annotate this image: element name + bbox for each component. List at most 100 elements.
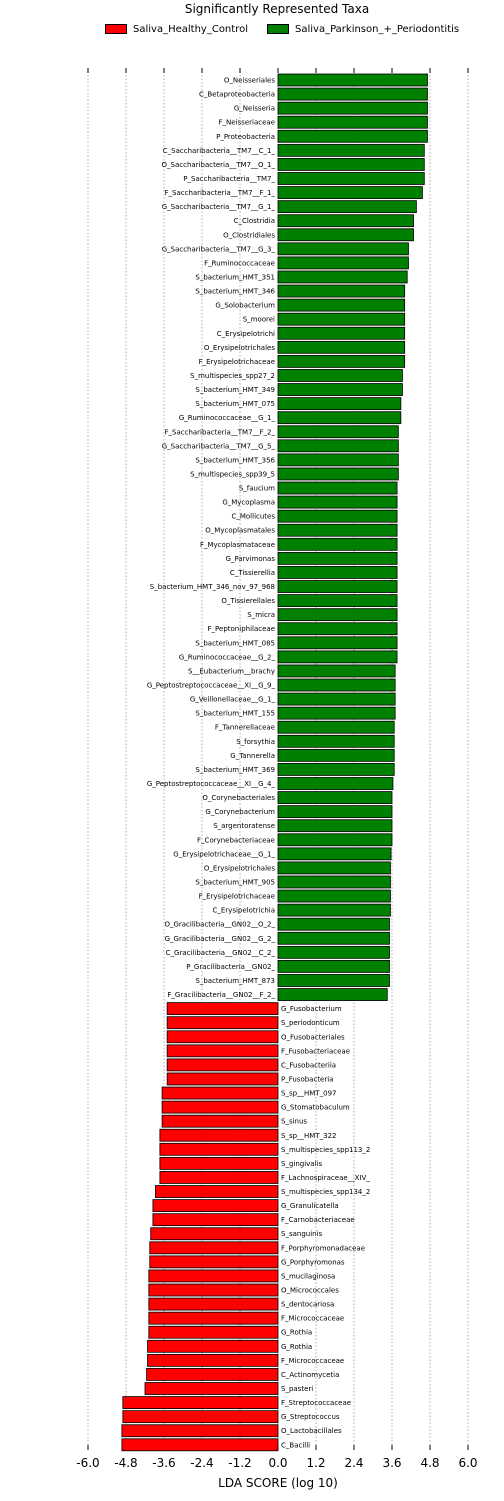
bar — [277, 495, 398, 509]
bar — [277, 537, 398, 551]
bar-label: S_multispecies_spp113_2 — [281, 1146, 370, 1154]
bar-label: S_bacterium_HMT_356 — [195, 456, 275, 464]
bar — [277, 453, 399, 467]
bar — [277, 73, 428, 87]
bar-label: G_Saccharibacteria__TM7__G_5_ — [162, 442, 276, 450]
bar-label: G_Fusobacterium — [281, 1005, 342, 1013]
x-tick-label: -2.4 — [190, 1456, 213, 1470]
bar-label: S_sp__HMT_322 — [281, 1132, 336, 1140]
bar — [277, 847, 392, 861]
bar — [146, 1368, 279, 1381]
bar — [277, 298, 406, 312]
bar — [277, 974, 390, 987]
bar — [277, 931, 390, 945]
bar — [277, 791, 393, 804]
bar — [277, 228, 414, 242]
bar-label: C_Tissierellia — [230, 569, 275, 577]
legend-swatch-red — [105, 24, 127, 34]
bar — [166, 1016, 279, 1030]
bar-label: S_bacterium_HMT_075 — [195, 400, 275, 408]
bar-label: F_Porphyromonadaceae — [281, 1244, 365, 1252]
bar — [277, 143, 425, 157]
bar-label: G_Peptostreptococcaceae__XI__G_9_ — [147, 682, 276, 690]
bar-label: F_Peptoniphilaceae — [208, 625, 275, 633]
bar-label: S_pasteri — [281, 1385, 313, 1393]
bar — [161, 1086, 279, 1100]
x-tick-label: -4.8 — [114, 1456, 137, 1470]
bar-label: C_Betaproteobacteria — [199, 91, 275, 99]
bar — [152, 1199, 279, 1212]
bar-label: F_Tannerellaceae — [215, 724, 275, 732]
bar-label: G_Porphyromonas — [281, 1258, 345, 1266]
bar-label: O_Saccharibacteria__TM7__O_1_ — [162, 161, 276, 169]
bar-label: S_sanguinis — [281, 1230, 323, 1238]
x-tick-label: -1.2 — [228, 1456, 251, 1470]
bar — [277, 467, 399, 481]
bar — [277, 397, 402, 411]
bar — [159, 1156, 279, 1170]
bar-label: O_Gracilibacteria__GN02__O_2_ — [164, 921, 275, 929]
bar-label: C_Bacilli — [281, 1441, 310, 1449]
bar-label: S_faucium — [239, 485, 275, 493]
x-tick-label: 2.4 — [344, 1456, 363, 1470]
bar-label: O_Lactobacillales — [281, 1427, 342, 1435]
bar — [277, 129, 428, 143]
bar-label: F_Erysipelotrichaceae — [199, 893, 275, 901]
bar-label: C_Saccharibacteria__TM7__C_1_ — [163, 147, 276, 155]
x-tick-label: 4.8 — [420, 1456, 439, 1470]
bar — [277, 580, 398, 593]
bar — [148, 1325, 279, 1339]
bar-label: S_moorei — [243, 316, 275, 324]
bar-label: O_Erysipelotrichales — [204, 864, 275, 872]
bar — [277, 158, 425, 171]
bar-label: F_Streptococcaceae — [281, 1399, 351, 1407]
bar — [122, 1410, 279, 1424]
bar — [277, 551, 398, 565]
bar — [277, 889, 391, 903]
bar-label: G_Parvimonas — [225, 555, 275, 563]
bar-label: G_Mycoplasma — [222, 499, 275, 507]
x-tick-label: -6.0 — [76, 1456, 99, 1470]
bar — [150, 1227, 279, 1241]
bar-label: S_multispecies_spp27_2 — [190, 372, 275, 380]
bar-label: S_bacterium_HMT_873 — [195, 977, 275, 985]
bar-label: S_multispecies_spp39_5 — [190, 470, 275, 478]
bar — [148, 1311, 279, 1325]
bar-label: G_Streptococcus — [281, 1413, 340, 1421]
bar-label: S_bacterium_HMT_085 — [195, 639, 275, 647]
bar-label: O_Clostridiales — [223, 231, 275, 239]
bar — [277, 833, 393, 847]
bar-label: G_Neisseria — [234, 105, 275, 113]
bar — [277, 608, 398, 622]
bar — [277, 650, 398, 664]
bar — [277, 875, 391, 889]
bar-label: F_Ruminococcaceae — [204, 259, 275, 267]
bar-label: S_gingivalis — [281, 1160, 322, 1168]
bar — [277, 284, 406, 298]
bar — [277, 805, 393, 819]
legend-item-parkinson-periodontitis: Saliva_Parkinson_+_Periodontitis — [267, 24, 459, 35]
bar — [277, 481, 398, 495]
legend-item-healthy-control: Saliva_Healthy_Control — [105, 24, 248, 35]
bar-label: C_Gracilibacteria__GN02__C_2_ — [166, 949, 276, 957]
bar-label: G_Granulicatella — [281, 1202, 339, 1210]
bar — [277, 636, 398, 650]
bar-label: S_dentocariosa — [281, 1301, 334, 1309]
bar — [277, 523, 398, 537]
bar — [277, 903, 391, 917]
bar-label: C_Mollicutes — [231, 513, 275, 521]
bar — [277, 200, 417, 214]
bar-label: F_Fusobacteriaceae — [281, 1047, 350, 1055]
legend-label: Saliva_Healthy_Control — [133, 24, 248, 35]
bar — [277, 763, 395, 776]
bar — [159, 1171, 279, 1184]
bar-label: O_Corynebacteriales — [202, 794, 275, 802]
bar — [147, 1353, 279, 1367]
bar-label: S_bacterium_HMT_351 — [195, 273, 275, 281]
bar-label: G_Saccharibacteria__TM7__G_3_ — [162, 245, 276, 253]
bar — [277, 354, 406, 368]
bar-label: G_Corynebacterium — [205, 808, 275, 816]
bar — [166, 1002, 279, 1016]
bar-label: S_bacterium_HMT_349 — [195, 386, 275, 394]
